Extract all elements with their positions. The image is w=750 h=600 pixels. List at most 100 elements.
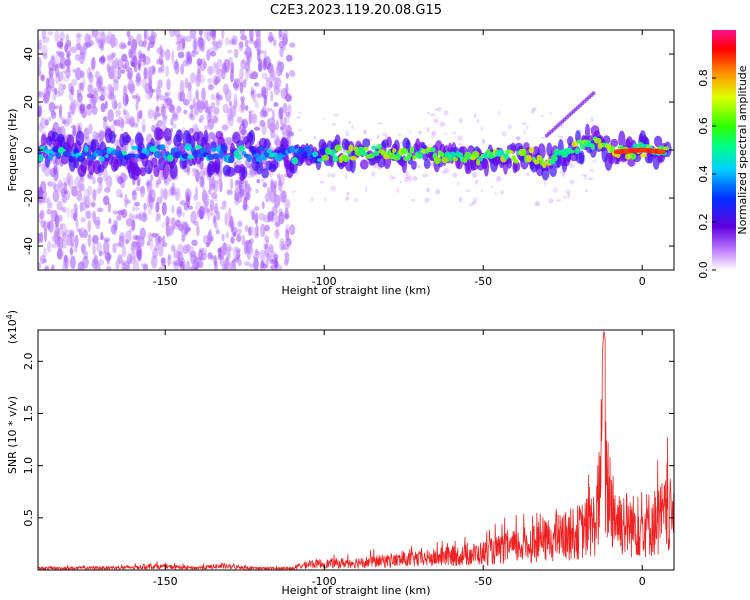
heatmap-cell: [67, 111, 72, 119]
colorbar: 0.0 0.2 0.4 0.6 0.8 Normalized spectral ampl…: [697, 30, 749, 279]
heatmap-cell: [160, 187, 164, 200]
heatmap-cell: [51, 243, 57, 249]
heatmap-cell: [186, 51, 193, 58]
heatmap-cell: [215, 222, 219, 235]
heatmap-cell: [248, 73, 254, 79]
heatmap-cell: [107, 202, 112, 213]
heatmap-cell: [38, 39, 42, 51]
heatmap-cell: [416, 153, 423, 159]
heatmap-cell: [186, 195, 191, 208]
heatmap-cell: [227, 107, 235, 121]
x-tick-label: -50: [474, 575, 492, 588]
x-tick-label: 0: [639, 575, 646, 588]
heatmap-cell: [410, 198, 416, 202]
heatmap-cell: [179, 80, 185, 94]
heatmap-cell: [417, 130, 422, 135]
heatmap-cell: [153, 111, 157, 122]
heatmap-cell: [254, 212, 259, 226]
heatmap-cell: [177, 208, 182, 215]
heatmap-cell: [507, 124, 512, 130]
heatmap-cell: [285, 72, 289, 79]
heatmap-cell: [48, 67, 54, 78]
heatmap-cell: [130, 145, 139, 150]
heatmap-cell: [221, 233, 225, 242]
heatmap-cell: [223, 58, 231, 73]
heatmap-cell: [231, 38, 236, 45]
heatmap-cell: [76, 227, 81, 232]
heatmap-cell: [245, 180, 249, 190]
heatmap-cell: [169, 104, 176, 114]
heatmap-cell: [112, 76, 120, 84]
heatmap-cell: [164, 91, 171, 97]
heatmap-cell: [38, 262, 41, 270]
heatmap-cell: [116, 214, 122, 221]
heatmap-cell: [541, 114, 544, 118]
heatmap-cell: [103, 239, 110, 254]
heatmap-cell: [569, 179, 575, 185]
heatmap-cell: [212, 153, 221, 160]
heatmap-cell: [346, 150, 351, 155]
heatmap-cell: [193, 194, 199, 201]
heatmap-cell: [88, 71, 92, 78]
heatmap-cell: [96, 241, 102, 253]
heatmap-cell: [291, 190, 297, 193]
heatmap-cell: [195, 50, 199, 55]
heatmap-cell: [127, 41, 132, 46]
heatmap-cell: [47, 201, 54, 209]
heatmap-cell: [297, 111, 303, 114]
heatmap-cell: [506, 158, 513, 169]
snr-y-scale-note: (x104): [5, 310, 19, 344]
heatmap-cell: [227, 49, 233, 54]
heatmap-cell: [54, 30, 60, 43]
heatmap-cell: [187, 81, 192, 92]
heatmap-cell: [156, 213, 161, 220]
heatmap-cell: [195, 73, 201, 87]
heatmap-cell: [164, 65, 170, 77]
heatmap-cell: [285, 82, 289, 96]
heatmap-cell: [131, 193, 136, 201]
heatmap-cell: [177, 91, 183, 102]
heatmap-cell: [218, 182, 222, 187]
heatmap-cell: [424, 197, 430, 203]
heatmap-cell: [456, 181, 460, 186]
heatmap-cell: [135, 72, 141, 83]
heatmap-cell: [365, 186, 368, 193]
heatmap-cell: [266, 107, 273, 112]
heatmap-cell: [408, 129, 411, 134]
heatmap-cell: [480, 126, 483, 132]
heatmap-cell: [252, 88, 256, 103]
heatmap-cell: [86, 66, 92, 80]
heatmap-cell: [110, 52, 114, 61]
heatmap-cell: [153, 164, 160, 177]
heatmap-cell: [207, 231, 213, 245]
heatmap-cell: [67, 42, 72, 54]
heatmap-cell: [449, 151, 457, 159]
heatmap-cell: [201, 87, 206, 102]
heatmap-cell: [56, 249, 64, 259]
heatmap-cell: [235, 179, 239, 185]
heatmap-cell: [168, 30, 176, 38]
heatmap-cell: [221, 73, 226, 80]
heatmap-cell: [452, 156, 459, 162]
heatmap-cell: [233, 48, 239, 59]
heatmap-cell: [549, 111, 552, 115]
heatmap-cell: [72, 68, 77, 73]
heatmap-cell: [279, 237, 285, 251]
heatmap-cell: [285, 129, 291, 140]
heatmap-cell: [216, 229, 221, 235]
heatmap-cell: [68, 174, 74, 189]
heatmap-cell: [218, 150, 224, 159]
heatmap-cell: [146, 179, 153, 191]
heatmap-cell: [431, 134, 435, 139]
heatmap-cell: [188, 245, 195, 259]
heatmap-cell: [103, 237, 111, 243]
heatmap-cell: [362, 138, 371, 148]
heatmap-cell: [42, 197, 49, 204]
heatmap-cell: [238, 104, 246, 114]
heatmap-cell: [128, 153, 137, 158]
heatmap-cell: [310, 197, 315, 202]
heatmap-cell: [263, 50, 267, 58]
heatmap-cell: [253, 206, 260, 211]
heatmap-cell: [271, 205, 278, 216]
heatmap-cell: [45, 36, 50, 44]
